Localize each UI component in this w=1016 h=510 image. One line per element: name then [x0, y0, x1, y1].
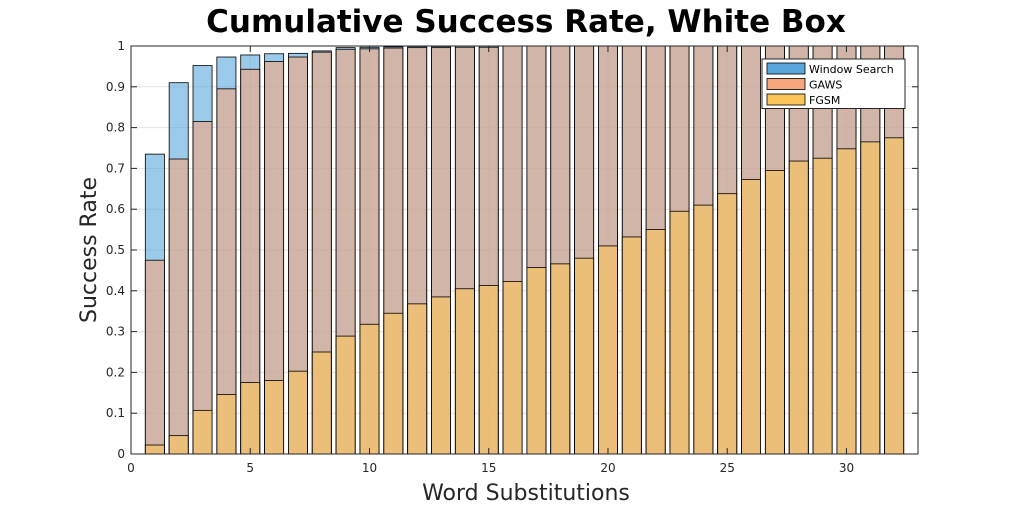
x-tick-label: 0 [127, 461, 135, 475]
x-tick-label: 10 [362, 461, 377, 475]
bar [645, 229, 666, 455]
legend-label: FGSM [809, 94, 840, 107]
bar [669, 210, 690, 455]
y-tick-label: 0.2 [106, 365, 125, 379]
bar [287, 370, 308, 455]
bar [764, 170, 785, 455]
bar [431, 296, 451, 455]
bar [478, 285, 499, 455]
bar [216, 394, 237, 455]
x-axis-ticks: 0 5 10 15 20 25 30 [127, 46, 854, 475]
bar [812, 157, 833, 455]
bar [526, 267, 547, 455]
bar [693, 204, 714, 455]
bar [598, 245, 618, 455]
legend-label: GAWS [809, 79, 842, 92]
x-tick-label: 30 [839, 461, 854, 475]
y-tick-label: 0.5 [106, 243, 125, 257]
y-tick-label: 0.3 [106, 325, 125, 339]
x-tick-label: 15 [481, 461, 496, 475]
bar [860, 141, 881, 455]
y-tick-label: 0.8 [106, 121, 125, 135]
x-tick-label: 20 [600, 461, 615, 475]
bar [192, 409, 213, 455]
bar [454, 288, 475, 455]
chart-title: Cumulative Success Rate, White Box [206, 4, 846, 40]
bar [407, 303, 428, 455]
legend-swatch [766, 93, 806, 106]
x-tick-label: 25 [720, 461, 735, 475]
y-tick-label: 0.9 [106, 80, 125, 94]
y-tick-label: 0.1 [106, 406, 125, 420]
bar [335, 335, 356, 455]
y-tick-label: 0.6 [106, 202, 125, 216]
bar [144, 444, 165, 455]
y-axis-label: Success Rate [77, 177, 102, 323]
bar [836, 148, 857, 455]
y-axis-ticks: 0 0.1 0.2 0.3 0.4 0.5 0.6 0.7 0.8 0.9 1 [106, 39, 918, 461]
bar [168, 158, 189, 455]
x-axis-label: Word Substitutions [422, 481, 630, 506]
bar [502, 281, 523, 455]
bar [741, 179, 762, 455]
bar [717, 193, 738, 455]
legend-label: Window Search [809, 63, 894, 76]
bar [550, 263, 571, 455]
bar [788, 160, 809, 455]
series-fgsm [144, 137, 905, 455]
x-tick-label: 5 [246, 461, 254, 475]
bar [311, 351, 332, 455]
bar [264, 380, 285, 455]
y-tick-label: 0.7 [106, 161, 125, 175]
legend: Window Search GAWS FGSM [761, 58, 906, 109]
y-tick-label: 1 [117, 39, 125, 53]
bar [144, 259, 165, 455]
bar [168, 435, 189, 455]
bar [192, 121, 213, 455]
bar [621, 236, 642, 455]
bar [240, 382, 261, 455]
y-tick-label: 0.4 [106, 284, 125, 298]
legend-swatch [766, 78, 806, 90]
bar [383, 312, 404, 455]
bar [574, 257, 595, 455]
legend-swatch [766, 62, 806, 75]
bar [884, 137, 905, 455]
bar [359, 323, 380, 455]
y-tick-label: 0 [117, 447, 125, 461]
